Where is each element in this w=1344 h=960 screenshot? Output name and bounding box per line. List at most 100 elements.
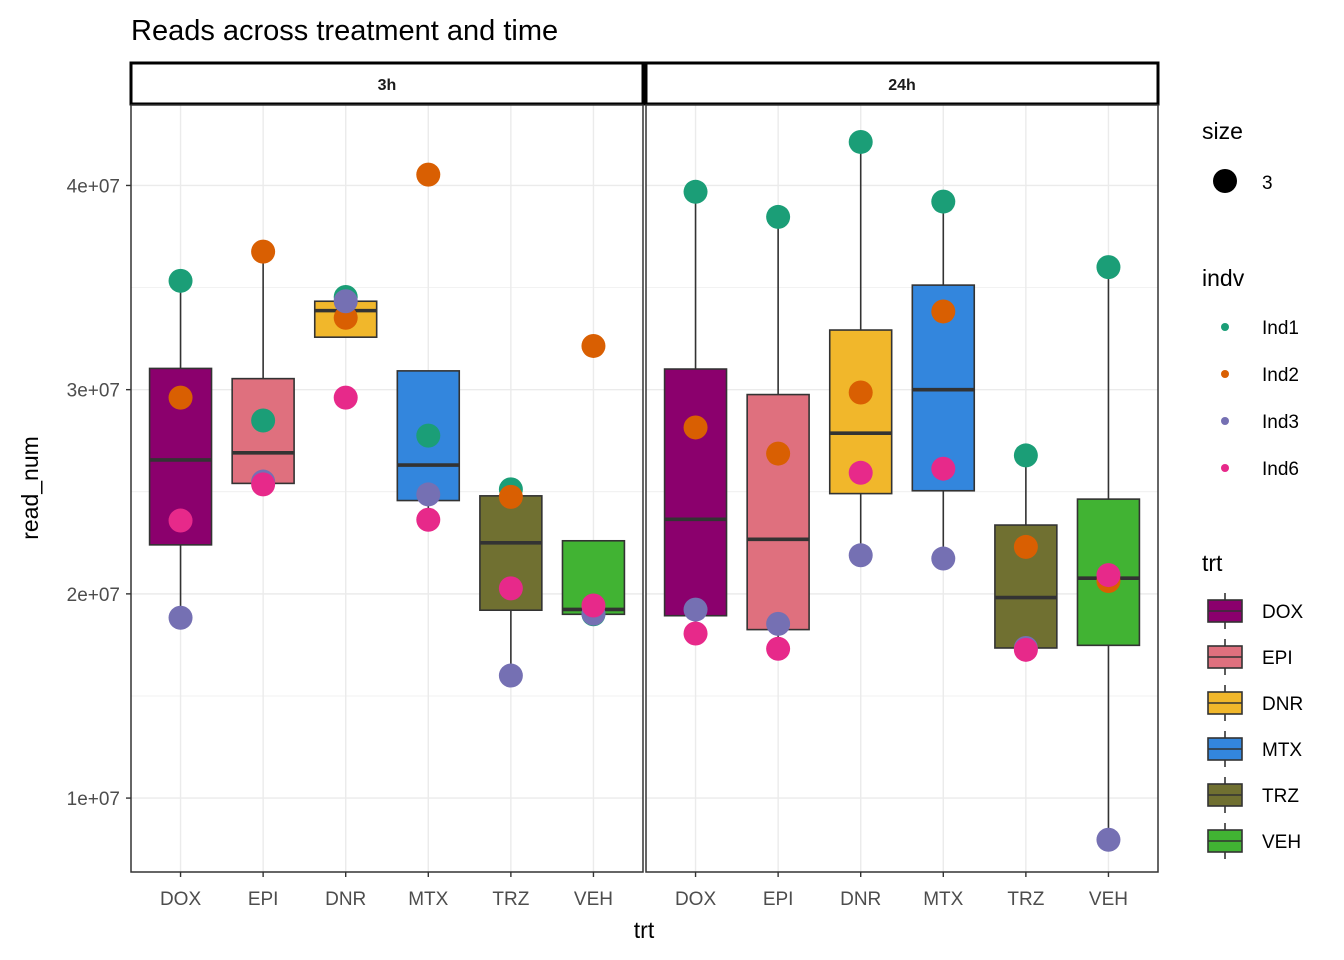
data-point-ind3 [168, 605, 193, 630]
x-tick-label: DOX [675, 889, 717, 910]
data-point-ind3 [416, 482, 441, 507]
legend-label: Ind3 [1262, 412, 1299, 433]
data-point-ind3 [848, 543, 873, 568]
data-point-ind1 [848, 129, 873, 154]
data-point-ind2 [416, 162, 441, 187]
chart-title: Reads across treatment and time [131, 15, 558, 47]
data-point-ind6 [683, 621, 708, 646]
x-tick-label: MTX [408, 889, 448, 910]
legend-key-point [1221, 370, 1229, 378]
legend-label: DNR [1262, 694, 1303, 715]
boxplot-dox [663, 191, 728, 634]
data-point-ind6 [581, 593, 606, 618]
legend-key-point [1221, 323, 1229, 331]
boxplot-dox [148, 280, 213, 618]
data-point-ind2 [1013, 534, 1038, 559]
data-point-ind3 [766, 611, 791, 636]
data-point-ind2 [766, 441, 791, 466]
data-point-ind6 [333, 385, 358, 410]
legend-title: size [1202, 118, 1243, 144]
legend-title: trt [1202, 550, 1223, 576]
legends: size 3 indv Ind1 Ind2 Ind3 Ind6 trt DOX EPI DNR MTX… [1202, 118, 1304, 859]
x-tick-label: DOX [160, 889, 202, 910]
x-tick-label: MTX [923, 889, 963, 910]
x-tick-label: VEH [574, 889, 613, 910]
legend-label: TRZ [1262, 786, 1299, 807]
legend-label: 3 [1262, 173, 1273, 194]
data-point-ind2 [498, 484, 523, 509]
y-axis-title: read_num [17, 436, 43, 540]
data-point-ind2 [683, 415, 708, 440]
boxplot-epi [231, 251, 295, 485]
data-point-ind6 [848, 460, 873, 485]
data-point-ind3 [1096, 827, 1121, 852]
y-tick-label: 4e+07 [67, 176, 120, 197]
data-point-ind1 [931, 189, 956, 214]
legend-key-point [1221, 464, 1229, 472]
data-point-ind1 [416, 423, 441, 448]
data-point-ind1 [1096, 255, 1121, 280]
data-point-ind3 [498, 663, 523, 688]
legend-indv: indv Ind1 Ind2 Ind3 Ind6 [1202, 265, 1299, 480]
data-point-ind2 [333, 305, 358, 330]
y-tick-label: 3e+07 [67, 381, 120, 402]
box-iqr [746, 393, 810, 631]
boxplot-mtx [911, 201, 976, 559]
data-point-ind3 [333, 289, 358, 314]
legend-title: indv [1202, 265, 1245, 291]
facet-strip-label: 3h [378, 77, 397, 94]
boxplot-epi [746, 216, 810, 649]
x-tick-label: EPI [248, 889, 279, 910]
data-point-ind2 [848, 380, 873, 405]
y-axis: 1e+07 2e+07 3e+07 4e+07 [67, 176, 131, 810]
data-point-ind2 [931, 299, 956, 324]
data-point-ind1 [766, 204, 791, 229]
data-point-ind2 [168, 385, 193, 410]
data-point-ind6 [168, 508, 193, 533]
legend-label: VEH [1262, 832, 1301, 853]
y-tick-label: 1e+07 [67, 789, 120, 810]
legend-label: Ind2 [1262, 365, 1299, 386]
legend-key-point [1213, 169, 1237, 193]
x-tick-label: EPI [763, 889, 794, 910]
data-point-ind3 [931, 546, 956, 571]
data-point-ind2 [251, 239, 276, 264]
x-tick-label: TRZ [1007, 889, 1044, 910]
data-point-ind6 [498, 576, 523, 601]
data-point-ind1 [1013, 443, 1038, 468]
boxplot-dnr [828, 141, 893, 556]
legend-label: MTX [1262, 740, 1302, 761]
data-point-ind1 [251, 408, 276, 433]
legend-label: DOX [1262, 602, 1304, 623]
legend-label: Ind1 [1262, 318, 1299, 339]
facet-panel-3h: 3h DOX EPI DNR MTX TRZ VEH [129, 61, 645, 910]
facet-panel-24h: 24h DOX EPI DNR MTX TRZ VEH [644, 61, 1160, 910]
legend-label: EPI [1262, 648, 1293, 669]
boxplot-veh [1076, 267, 1141, 840]
box-iqr [663, 368, 728, 617]
data-point-ind6 [931, 456, 956, 481]
legend-label: Ind6 [1262, 459, 1299, 480]
y-tick-label: 2e+07 [67, 585, 120, 606]
panel-border [130, 104, 644, 873]
legend-size: size 3 [1202, 118, 1273, 194]
data-point-ind1 [683, 179, 708, 204]
facet-panels: 3h DOX EPI DNR MTX TRZ VEH 24h DOX EPI DNR MTX TRZ VE… [129, 61, 1160, 910]
panel-border [645, 104, 1159, 873]
data-point-ind6 [1096, 563, 1121, 588]
legend-key-point [1221, 417, 1229, 425]
x-axis-title: trt [634, 917, 655, 943]
x-tick-label: TRZ [492, 889, 529, 910]
data-point-ind6 [251, 472, 276, 497]
data-point-ind2 [581, 333, 606, 358]
x-tick-label: DNR [325, 889, 366, 910]
facet-strip [644, 61, 1160, 106]
facet-strip-label: 24h [888, 77, 916, 94]
x-tick-label: VEH [1089, 889, 1128, 910]
data-point-ind6 [1013, 637, 1038, 662]
facet-strip [129, 61, 645, 106]
data-point-ind3 [683, 597, 708, 622]
x-tick-label: DNR [840, 889, 881, 910]
data-point-ind1 [168, 268, 193, 293]
